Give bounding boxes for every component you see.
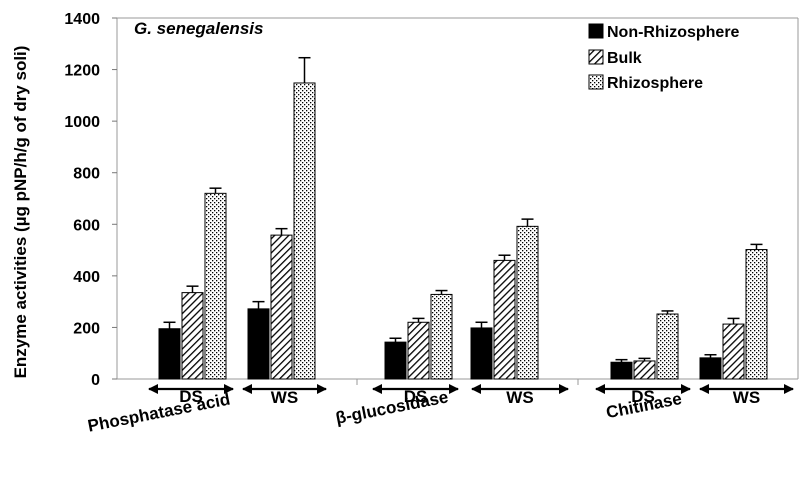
season-label: DS xyxy=(631,387,655,406)
y-tick-label: 0 xyxy=(91,372,100,389)
bar xyxy=(470,327,493,380)
y-tick-label: 1400 xyxy=(64,11,100,28)
legend-swatch xyxy=(588,74,604,90)
legend-label: Bulk xyxy=(607,50,642,67)
bar xyxy=(493,259,516,380)
season-label: WS xyxy=(506,388,533,407)
bar xyxy=(270,234,293,380)
chart-title: G. senegalensis xyxy=(134,19,263,38)
season-label: WS xyxy=(733,388,760,407)
bar xyxy=(158,328,181,380)
bar xyxy=(181,292,204,380)
bar xyxy=(745,249,768,380)
bar xyxy=(516,225,539,380)
bar xyxy=(699,357,722,380)
legend-label: Non-Rhizosphere xyxy=(607,24,740,41)
bar xyxy=(656,313,679,380)
season-label: DS xyxy=(179,387,203,406)
bars-layer xyxy=(158,56,768,380)
season-label: DS xyxy=(404,387,428,406)
axes: 0 200 400 600 800 1000 1200 1400 xyxy=(64,11,799,389)
season-label: WS xyxy=(271,388,298,407)
legend-label: Rhizosphere xyxy=(607,75,703,92)
legend-swatch xyxy=(588,49,604,65)
bar xyxy=(610,361,633,380)
bar xyxy=(633,360,656,380)
y-tick-label: 400 xyxy=(73,269,100,286)
bar xyxy=(384,341,407,380)
y-tick-label: 200 xyxy=(73,320,100,337)
bar xyxy=(407,321,430,380)
bar xyxy=(722,323,745,380)
bar xyxy=(247,308,270,380)
y-tick-label: 1000 xyxy=(64,114,100,131)
bar xyxy=(204,192,227,380)
bar xyxy=(293,82,316,380)
y-tick-label: 800 xyxy=(73,166,100,183)
group-label: β-glucosidase xyxy=(334,387,450,427)
season-labels-layer: DS WS DS WS DS WS xyxy=(148,384,794,407)
y-axis-label: Enzyme activities (µg pNP/h/g of dry sol… xyxy=(11,46,30,379)
y-tick-label: 600 xyxy=(73,217,100,234)
legend-swatch xyxy=(588,23,604,39)
bar xyxy=(430,293,453,380)
legend: Non-Rhizosphere Bulk Rhizosphere xyxy=(588,23,740,92)
group-label: Phosphatase acid xyxy=(86,389,232,435)
y-tick-label: 1200 xyxy=(64,63,100,80)
group-labels-layer: Phosphatase acid β-glucosidase Chitinase xyxy=(86,387,683,435)
